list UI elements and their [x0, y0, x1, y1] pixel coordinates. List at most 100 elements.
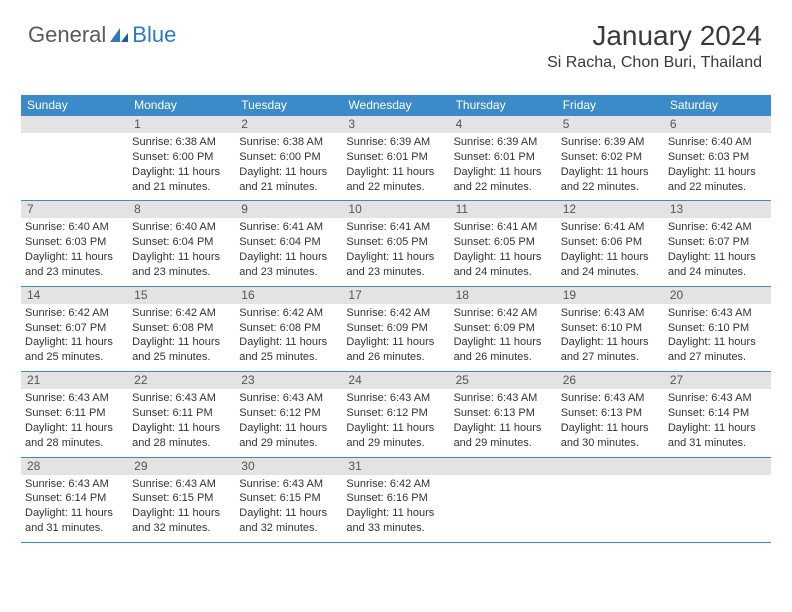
calendar-cell: Sunrise: 6:43 AMSunset: 6:15 PMDaylight:…: [235, 475, 342, 542]
cell-line: Sunrise: 6:41 AM: [346, 220, 445, 235]
cell-line: Sunset: 6:06 PM: [561, 235, 660, 250]
cell-line: Daylight: 11 hours: [25, 506, 124, 521]
cell-line: Sunset: 6:12 PM: [346, 406, 445, 421]
day-number-row: 78910111213: [21, 201, 771, 218]
cell-line: and 31 minutes.: [25, 521, 124, 536]
cell-line: Sunset: 6:15 PM: [239, 491, 338, 506]
day-number: 30: [235, 458, 342, 475]
day-number-row: 21222324252627: [21, 372, 771, 389]
cell-line: Daylight: 11 hours: [132, 335, 231, 350]
page-title: January 2024: [547, 20, 762, 52]
cell-line: and 28 minutes.: [132, 436, 231, 451]
calendar-cell: Sunrise: 6:42 AMSunset: 6:09 PMDaylight:…: [342, 304, 449, 371]
cell-line: and 26 minutes.: [454, 350, 553, 365]
cell-line: Sunset: 6:11 PM: [132, 406, 231, 421]
cell-line: Sunrise: 6:43 AM: [239, 477, 338, 492]
cell-line: Sunrise: 6:43 AM: [25, 477, 124, 492]
page-header: January 2024 Si Racha, Chon Buri, Thaila…: [547, 20, 762, 72]
cell-line: Daylight: 11 hours: [239, 335, 338, 350]
cell-line: Daylight: 11 hours: [239, 506, 338, 521]
cell-line: Daylight: 11 hours: [346, 250, 445, 265]
weekday-saturday: Saturday: [664, 95, 771, 116]
cell-line: Sunrise: 6:40 AM: [25, 220, 124, 235]
day-number: [21, 116, 128, 133]
weekday-tuesday: Tuesday: [235, 95, 342, 116]
day-number: 13: [664, 201, 771, 218]
cell-line: Daylight: 11 hours: [132, 165, 231, 180]
cell-line: Daylight: 11 hours: [454, 421, 553, 436]
calendar-cell: [557, 475, 664, 542]
calendar-cell: Sunrise: 6:41 AMSunset: 6:05 PMDaylight:…: [450, 218, 557, 285]
cell-line: Sunset: 6:13 PM: [454, 406, 553, 421]
cell-line: Sunset: 6:16 PM: [346, 491, 445, 506]
cell-line: and 23 minutes.: [132, 265, 231, 280]
cell-line: Sunrise: 6:40 AM: [132, 220, 231, 235]
cell-line: Sunset: 6:05 PM: [346, 235, 445, 250]
calendar-cell: Sunrise: 6:42 AMSunset: 6:16 PMDaylight:…: [342, 475, 449, 542]
cell-line: Sunset: 6:12 PM: [239, 406, 338, 421]
cell-line: Sunrise: 6:39 AM: [346, 135, 445, 150]
cell-line: Sunset: 6:01 PM: [346, 150, 445, 165]
day-number: 15: [128, 287, 235, 304]
calendar-cell: Sunrise: 6:39 AMSunset: 6:01 PMDaylight:…: [450, 133, 557, 200]
cell-line: Daylight: 11 hours: [25, 250, 124, 265]
cell-line: and 29 minutes.: [346, 436, 445, 451]
calendar-cell: Sunrise: 6:41 AMSunset: 6:04 PMDaylight:…: [235, 218, 342, 285]
cell-line: Sunrise: 6:43 AM: [239, 391, 338, 406]
cell-line: Daylight: 11 hours: [346, 335, 445, 350]
cell-line: Sunrise: 6:43 AM: [132, 391, 231, 406]
cell-line: Sunrise: 6:43 AM: [561, 391, 660, 406]
cell-line: and 23 minutes.: [25, 265, 124, 280]
day-body-row: Sunrise: 6:43 AMSunset: 6:11 PMDaylight:…: [21, 389, 771, 456]
cell-line: Sunrise: 6:40 AM: [668, 135, 767, 150]
cell-line: and 33 minutes.: [346, 521, 445, 536]
cell-line: Daylight: 11 hours: [346, 506, 445, 521]
cell-line: Sunset: 6:09 PM: [346, 321, 445, 336]
day-number: 2: [235, 116, 342, 133]
calendar-grid: Sunday Monday Tuesday Wednesday Thursday…: [21, 95, 771, 543]
day-number: 25: [450, 372, 557, 389]
calendar-cell: Sunrise: 6:42 AMSunset: 6:08 PMDaylight:…: [128, 304, 235, 371]
day-number-row: 14151617181920: [21, 287, 771, 304]
cell-line: Daylight: 11 hours: [668, 250, 767, 265]
cell-line: Daylight: 11 hours: [454, 250, 553, 265]
day-number-row: 123456: [21, 116, 771, 133]
cell-line: Daylight: 11 hours: [239, 165, 338, 180]
day-number: 12: [557, 201, 664, 218]
cell-line: Sunrise: 6:42 AM: [346, 306, 445, 321]
cell-line: Sunrise: 6:43 AM: [25, 391, 124, 406]
calendar-cell: Sunrise: 6:43 AMSunset: 6:11 PMDaylight:…: [128, 389, 235, 456]
calendar-cell: Sunrise: 6:43 AMSunset: 6:13 PMDaylight:…: [557, 389, 664, 456]
calendar-cell: Sunrise: 6:40 AMSunset: 6:03 PMDaylight:…: [664, 133, 771, 200]
cell-line: Sunset: 6:13 PM: [561, 406, 660, 421]
weekday-thursday: Thursday: [450, 95, 557, 116]
cell-line: Daylight: 11 hours: [346, 421, 445, 436]
cell-line: Daylight: 11 hours: [239, 250, 338, 265]
cell-line: Sunrise: 6:43 AM: [668, 306, 767, 321]
cell-line: Sunrise: 6:43 AM: [346, 391, 445, 406]
day-number: 5: [557, 116, 664, 133]
calendar-cell: [450, 475, 557, 542]
calendar-cell: Sunrise: 6:43 AMSunset: 6:15 PMDaylight:…: [128, 475, 235, 542]
cell-line: and 21 minutes.: [132, 180, 231, 195]
cell-line: Sunset: 6:01 PM: [454, 150, 553, 165]
cell-line: Daylight: 11 hours: [668, 421, 767, 436]
cell-line: and 25 minutes.: [239, 350, 338, 365]
cell-line: and 22 minutes.: [454, 180, 553, 195]
day-number: 26: [557, 372, 664, 389]
day-number: 21: [21, 372, 128, 389]
day-number: 27: [664, 372, 771, 389]
day-number: 9: [235, 201, 342, 218]
day-number: [664, 458, 771, 475]
cell-line: Sunset: 6:11 PM: [25, 406, 124, 421]
day-body-row: Sunrise: 6:42 AMSunset: 6:07 PMDaylight:…: [21, 304, 771, 371]
cell-line: Daylight: 11 hours: [239, 421, 338, 436]
cell-line: Daylight: 11 hours: [132, 250, 231, 265]
page-location: Si Racha, Chon Buri, Thailand: [547, 54, 762, 72]
day-number: 7: [21, 201, 128, 218]
cell-line: Sunset: 6:00 PM: [132, 150, 231, 165]
cell-line: Daylight: 11 hours: [668, 165, 767, 180]
cell-line: Sunrise: 6:42 AM: [668, 220, 767, 235]
day-number: 20: [664, 287, 771, 304]
cell-line: and 29 minutes.: [239, 436, 338, 451]
